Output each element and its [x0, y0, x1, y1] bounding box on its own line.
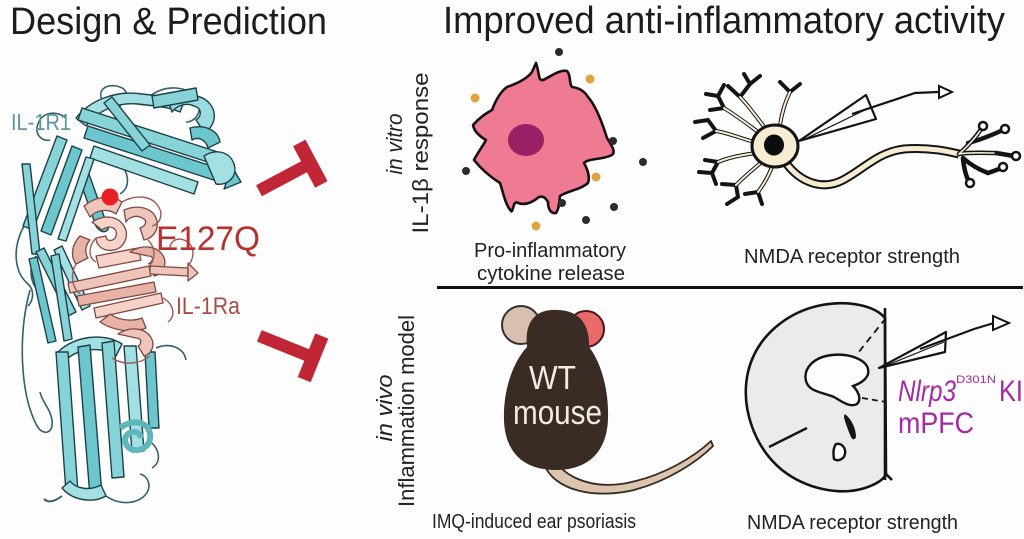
svg-text:KI: KI: [999, 375, 1023, 408]
svg-text:Nlrp3: Nlrp3: [898, 375, 956, 408]
svg-text:IL-1Ra: IL-1Ra: [176, 293, 241, 320]
svg-text:mouse: mouse: [513, 394, 602, 432]
svg-text:NMDA receptor strength: NMDA receptor strength: [744, 246, 960, 268]
svg-text:IL-1R1: IL-1R1: [11, 109, 71, 135]
svg-text:E127Q: E127Q: [156, 220, 260, 258]
svg-text:in vivo: in vivo: [372, 375, 397, 442]
svg-text:Pro-inflammatory: Pro-inflammatory: [474, 240, 626, 262]
svg-text:WT: WT: [529, 359, 576, 396]
svg-text:Improved anti-inflammatory act: Improved anti-inflammatory activity: [443, 0, 1005, 42]
svg-text:NMDA receptor strength: NMDA receptor strength: [747, 512, 958, 534]
svg-text:cytokine release: cytokine release: [477, 263, 625, 285]
svg-text:D301N: D301N: [956, 374, 996, 386]
svg-text:mPFC: mPFC: [898, 407, 974, 440]
svg-text:IMQ-induced ear psoriasis: IMQ-induced ear psoriasis: [432, 511, 636, 533]
svg-text:Design & Prediction: Design & Prediction: [10, 1, 327, 43]
svg-text:Inflammation model: Inflammation model: [394, 315, 419, 507]
svg-text:in vitro: in vitro: [382, 114, 407, 175]
svg-text:IL-1β response: IL-1β response: [408, 73, 433, 234]
